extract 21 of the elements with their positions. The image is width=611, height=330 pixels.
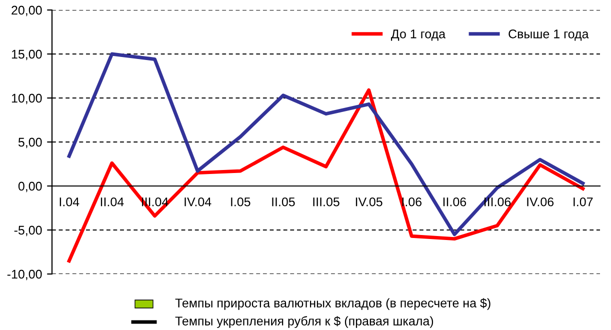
x-tick-label: IV.04: [184, 197, 212, 206]
y-tick-label: 0,00: [18, 182, 42, 192]
legend-label: До 1 года: [390, 30, 446, 41]
x-tick-label: II.06: [443, 197, 466, 206]
x-tick-label: I.07: [574, 197, 593, 206]
x-tick-label: IV.06: [527, 197, 554, 206]
y-tick-label: 10,00: [12, 94, 42, 104]
x-tick-label: II.04: [100, 197, 124, 206]
x-tick-label: III.05: [313, 197, 340, 206]
x-tick-label: II.05: [272, 197, 295, 206]
x-tick-label: I.05: [231, 197, 250, 206]
x-tick-label: IV.05: [356, 197, 382, 206]
x-tick-label: I.04: [60, 197, 80, 206]
y-tick-label: 15,00: [12, 50, 42, 60]
y-tick-label: -10,00: [7, 270, 42, 280]
text: Темпы укрепления рубля к $ (правая шкала): [175, 316, 434, 328]
y-tick-label: 5,00: [18, 138, 42, 148]
y-tick-label: 20,00: [12, 6, 42, 16]
legend-label: Свыше 1 года: [508, 30, 589, 41]
text: Темпы прироста валютных вкладов (в пересчете на $): [175, 298, 490, 310]
y-tick-label: -5,00: [14, 226, 42, 236]
